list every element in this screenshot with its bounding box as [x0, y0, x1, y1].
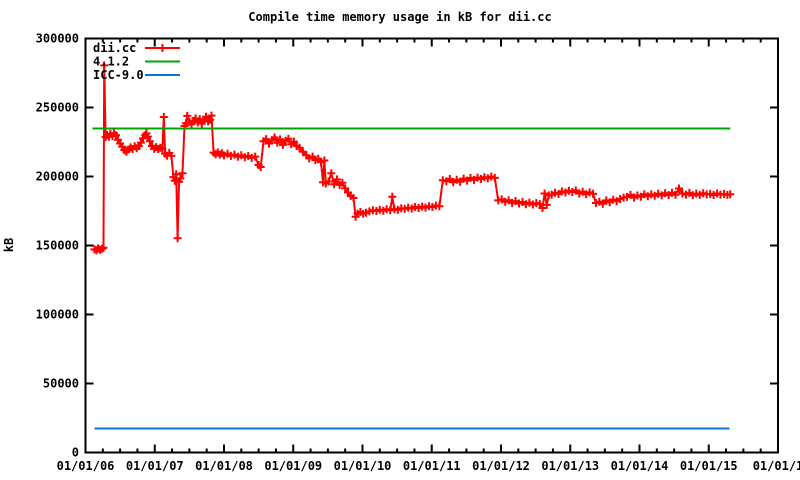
y-tick-label: 300000 [36, 32, 79, 46]
y-tick-label: 250000 [36, 101, 79, 115]
x-tick-label: 01/01/15 [680, 459, 738, 473]
x-tick-label: 01/01/11 [403, 459, 461, 473]
y-tick-label: 100000 [36, 308, 79, 322]
plot-border [84, 37, 779, 454]
x-tick-label: 01/01/13 [541, 459, 599, 473]
y-tick-label: 200000 [36, 170, 79, 184]
x-tick-label: 01/01/08 [195, 459, 253, 473]
x-tick-label: 01/01/09 [264, 459, 322, 473]
x-tick-label: 01/01/10 [334, 459, 392, 473]
x-tick-label: 01/01/06 [57, 459, 115, 473]
y-tick-label: 150000 [36, 239, 79, 253]
x-tick-label: 01/01/1 [753, 459, 800, 473]
series-dii.cc-line [94, 65, 731, 252]
series-dii.cc-markers [90, 61, 735, 255]
chart-title: Compile time memory usage in kB for dii.… [248, 10, 552, 24]
legend-label-4.1.2: 4.1.2 [93, 55, 129, 69]
y-axis-label: kB [2, 237, 16, 253]
y-tick-label: 0 [72, 446, 79, 460]
x-tick-label: 01/01/12 [472, 459, 530, 473]
x-tick-label: 01/01/14 [611, 459, 669, 473]
y-tick-label: 50000 [43, 377, 79, 391]
legend-marker-dii.cc [158, 44, 167, 52]
legend-label-ICC-9.0: ICC-9.0 [93, 68, 144, 82]
axis-ticks [84, 37, 779, 454]
legend-label-dii.cc: dii.cc [93, 41, 136, 55]
x-tick-label: 01/01/07 [126, 459, 184, 473]
